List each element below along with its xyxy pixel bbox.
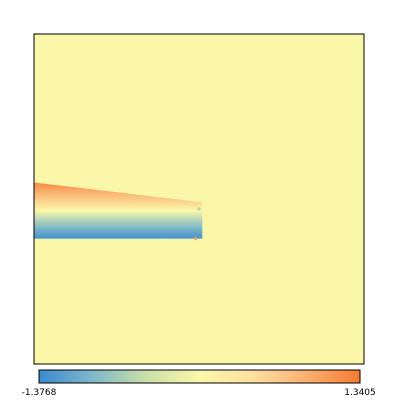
colorbar-max-label: 1.3405 [344,388,376,398]
colorbar: -1.3768 1.3405 [22,369,376,398]
field-spot-0 [161,235,165,239]
field-spot-1 [194,237,198,241]
colorbar-gradient [38,369,361,384]
field-spots [161,207,201,241]
heatmap-field [34,182,203,241]
field-spot-2 [197,207,201,211]
plot-frame [33,33,365,365]
field-band [34,182,203,239]
colorbar-min-label: -1.3768 [22,388,57,398]
